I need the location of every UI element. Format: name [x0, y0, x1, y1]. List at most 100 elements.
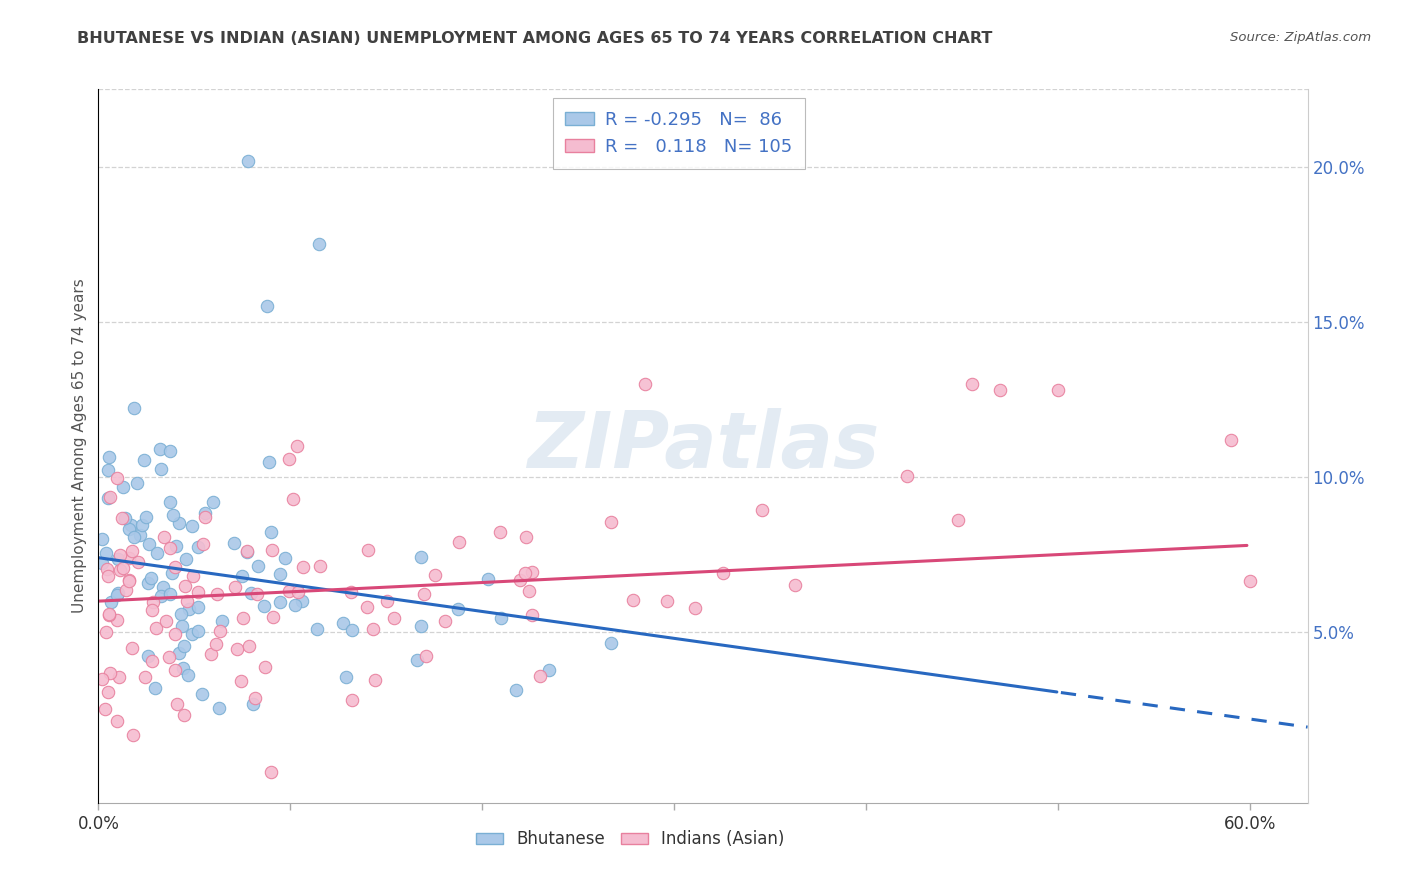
Point	[105, 471, 128, 485]
Point	[120, 517, 142, 532]
Point	[111, 479, 134, 493]
Point	[201, 494, 224, 508]
Point	[97, 607, 120, 622]
Point	[166, 697, 188, 711]
Point	[163, 627, 186, 641]
Point	[284, 598, 307, 612]
Point	[529, 668, 551, 682]
Point	[236, 153, 259, 168]
Point	[229, 673, 252, 688]
Point	[242, 698, 264, 712]
Point	[145, 621, 167, 635]
Point	[194, 507, 217, 521]
Point	[332, 616, 354, 631]
Point	[97, 491, 120, 505]
Point	[205, 637, 228, 651]
Point	[157, 650, 180, 665]
Point	[96, 625, 118, 640]
Point	[105, 589, 128, 603]
Point	[489, 525, 512, 540]
Point	[413, 587, 436, 601]
Point	[415, 648, 437, 663]
Point	[187, 624, 209, 638]
Point	[1239, 574, 1261, 588]
Point	[238, 639, 260, 653]
Point	[187, 600, 209, 615]
Point	[125, 476, 148, 491]
Point	[94, 702, 117, 716]
Point	[129, 528, 152, 542]
Point	[335, 670, 357, 684]
Point	[200, 647, 222, 661]
Point	[136, 576, 159, 591]
Point	[634, 376, 657, 391]
Point	[477, 572, 499, 586]
Point	[364, 673, 387, 687]
Point	[621, 593, 644, 607]
Point	[751, 503, 773, 517]
Point	[163, 559, 186, 574]
Point	[447, 602, 470, 616]
Point	[209, 624, 232, 639]
Point	[896, 468, 918, 483]
Point	[118, 522, 141, 536]
Point	[115, 583, 138, 598]
Point	[159, 587, 181, 601]
Point	[159, 495, 181, 509]
Point	[513, 566, 536, 580]
Point	[91, 557, 114, 571]
Point	[519, 583, 541, 598]
Point	[254, 660, 277, 674]
Point	[97, 608, 120, 623]
Point	[520, 608, 543, 623]
Point	[274, 551, 297, 566]
Point	[177, 602, 200, 616]
Point	[409, 619, 432, 633]
Point	[91, 532, 114, 546]
Point	[269, 595, 291, 609]
Point	[222, 536, 245, 550]
Point	[262, 543, 284, 558]
Point	[411, 550, 433, 565]
Text: BHUTANESE VS INDIAN (ASIAN) UNEMPLOYMENT AMONG AGES 65 TO 74 YEARS CORRELATION C: BHUTANESE VS INDIAN (ASIAN) UNEMPLOYMENT…	[77, 31, 993, 46]
Text: Source: ZipAtlas.com: Source: ZipAtlas.com	[1230, 31, 1371, 45]
Point	[208, 701, 231, 715]
Point	[96, 562, 118, 576]
Point	[340, 623, 363, 637]
Point	[291, 594, 314, 608]
Point	[97, 463, 120, 477]
Point	[247, 558, 270, 573]
Point	[91, 672, 114, 686]
Point	[307, 622, 329, 636]
Point	[281, 492, 304, 507]
Point	[180, 519, 202, 533]
Point	[1219, 433, 1241, 447]
Point	[231, 569, 253, 583]
Point	[142, 595, 165, 609]
Point	[173, 640, 195, 654]
Point	[107, 585, 129, 599]
Point	[117, 574, 139, 588]
Point	[278, 452, 301, 467]
Point	[153, 530, 176, 544]
Point	[107, 670, 129, 684]
Point	[146, 546, 169, 560]
Point	[505, 683, 527, 698]
Point	[165, 539, 187, 553]
Point	[193, 510, 215, 524]
Point	[260, 524, 283, 539]
Point	[127, 555, 149, 569]
Point	[108, 548, 131, 562]
Point	[131, 518, 153, 533]
Point	[111, 561, 134, 575]
Point	[990, 383, 1012, 397]
Point	[105, 714, 128, 728]
Point	[339, 585, 361, 599]
Point	[340, 693, 363, 707]
Point	[256, 299, 278, 313]
Point	[509, 573, 531, 587]
Point	[149, 442, 172, 456]
Point	[515, 530, 537, 544]
Point	[191, 687, 214, 701]
Point	[138, 537, 160, 551]
